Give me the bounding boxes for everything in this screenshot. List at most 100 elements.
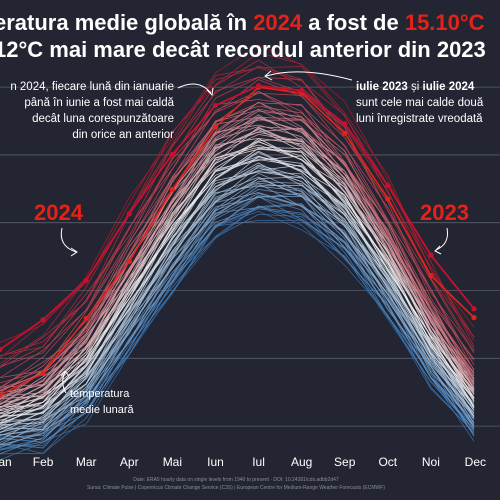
annotation-bottom-arrowhead (60, 370, 70, 377)
historical-line (0, 44, 475, 343)
annotation-left-line: din orice an anterior (72, 129, 174, 141)
label-2024-arrowhead (70, 247, 78, 257)
historical-line (0, 195, 475, 440)
annotation-left-line: n 2024, fiecare lună din ianuarie (10, 81, 174, 93)
historical-line (0, 210, 475, 454)
historical-line (0, 192, 475, 441)
x-tick-label: Sep (334, 455, 356, 469)
annotation-left-line: până în iunie a fost mai caldă (24, 97, 174, 109)
series-point (342, 130, 348, 136)
source-line-1: Date: ERA5 hourly data on single levels … (133, 477, 339, 483)
annotation-right-line: luni înregistrate vreodată (356, 113, 483, 125)
historical-line (0, 162, 475, 424)
series-point (255, 83, 262, 89)
title-part: 15.10°C (405, 10, 485, 35)
series-point (385, 182, 391, 189)
series-point (40, 370, 46, 376)
annotation-right: iulie 2023 și iulie 2024 sunt cele mai c… (356, 81, 484, 125)
annotation-bottom-line: temperatura (70, 388, 130, 400)
annotation-right-line: iulie 2023 și iulie 2024 (356, 81, 475, 93)
x-tick-label: Apr (120, 455, 139, 469)
historical-line (0, 92, 475, 390)
x-tick-label: Mai (163, 455, 182, 469)
historical-line (0, 141, 475, 419)
label-2024-arrow (60, 227, 77, 253)
historical-line (0, 144, 475, 407)
series-line (0, 86, 475, 396)
x-tick-label: Feb (33, 455, 54, 469)
historical-line (0, 207, 475, 449)
series-point (471, 306, 477, 312)
historical-line (0, 67, 475, 356)
annotation-right-line: sunt cele mai calde două (356, 97, 484, 109)
x-tick-label: Mar (76, 455, 97, 469)
source-line-2: Sursa: Climate Pulse | Copernicus Climat… (87, 485, 385, 491)
series-2023 (0, 84, 477, 398)
annotation-right-joiner: și (408, 81, 423, 93)
series-point (40, 317, 46, 323)
historical-line (0, 127, 475, 409)
label-2023-arrowhead (434, 245, 442, 255)
annotation-left-line: decât luna corespunzătoare (32, 113, 174, 125)
x-tick-label: Oct (378, 455, 397, 469)
annotation-bottom-arrow (62, 371, 67, 394)
historical-line (0, 109, 475, 388)
series-line (0, 84, 475, 351)
series-point (0, 346, 3, 353)
series-point (385, 196, 391, 202)
annotation-left: n 2024, fiecare lună din ianuarie până î… (10, 81, 174, 141)
historical-line (0, 119, 475, 399)
series-point (212, 102, 219, 109)
historical-line (0, 127, 475, 408)
series-point (0, 392, 3, 398)
annotation-right-arrowhead (264, 70, 273, 81)
chart-title: eratura medie globală în 2024 a fost de … (0, 10, 485, 35)
historical-line (0, 110, 475, 401)
historical-line (0, 118, 475, 405)
annotation-right-bold-b: iulie 2024 (423, 81, 475, 93)
x-tick-label: Aug (291, 455, 312, 469)
series-point (169, 186, 175, 193)
series-point (342, 121, 348, 127)
series-point (126, 258, 132, 264)
historical-line (0, 129, 475, 399)
title-part: eratura medie globală în (0, 10, 253, 35)
title-part: 2024 (253, 10, 303, 35)
series-point (126, 211, 132, 217)
x-tick-label: Iul (252, 455, 265, 469)
historical-line (0, 76, 475, 369)
x-tick-label: Iun (207, 455, 224, 469)
title-part: a fost de (302, 10, 405, 35)
x-tick-label: Noi (422, 455, 440, 469)
historical-line (0, 159, 475, 417)
historical-line (0, 192, 475, 438)
annotation-right-arrow (265, 71, 353, 81)
historical-line (0, 176, 475, 431)
historical-line (0, 155, 475, 424)
annotation-left-arrow (177, 83, 212, 94)
chart-subtitle: 12°C mai mare decât recordul anterior di… (0, 37, 486, 62)
historical-lines (0, 44, 475, 461)
x-tick-label: Dec (465, 455, 486, 469)
x-axis-ticks: Jan Feb Mar Apr Mai Iun Iul Aug Sep Oct Noi Dec (0, 455, 486, 469)
historical-line (0, 90, 475, 378)
annotation-bottom-line: medie lunară (70, 404, 134, 416)
label-2024: 2024 (34, 200, 84, 225)
x-tick-label: Jan (0, 455, 12, 469)
series-point (471, 315, 477, 321)
series-point (83, 315, 89, 321)
series-2024 (0, 83, 477, 353)
series-point (299, 87, 305, 94)
annotation-left-arrowhead (206, 87, 214, 97)
series-point (83, 277, 89, 283)
series-point (428, 252, 434, 258)
series-point (169, 151, 175, 157)
label-2023: 2023 (420, 200, 469, 225)
historical-line (0, 164, 475, 434)
annotation-bottom: temperatura medie lunară (70, 388, 134, 416)
label-2023-arrow (435, 227, 448, 251)
historical-line (0, 101, 475, 392)
annotation-right-bold-a: iulie 2023 (356, 81, 408, 93)
series-point (212, 124, 219, 130)
